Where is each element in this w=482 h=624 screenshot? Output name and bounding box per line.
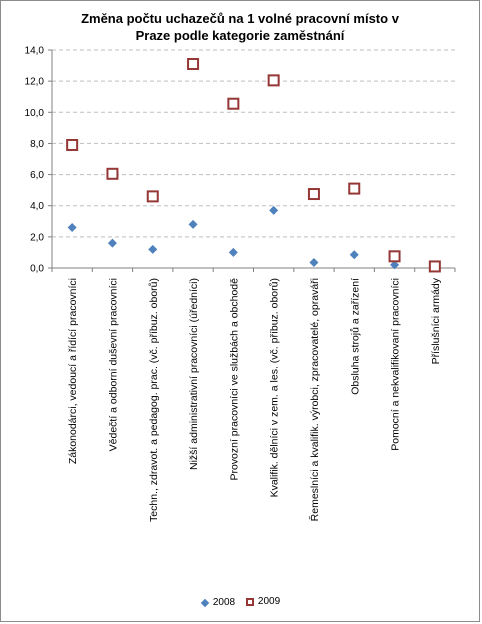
point-2009 <box>267 74 280 87</box>
point-2009 <box>187 58 200 71</box>
point-2009 <box>348 182 361 195</box>
point-2008 <box>269 205 279 215</box>
point-2009 <box>428 260 441 273</box>
point-2008 <box>107 238 117 248</box>
point-2008 <box>67 223 77 233</box>
x-category-label: Nižší administrativní pracovníci (úřední… <box>188 278 200 470</box>
point-2008 <box>148 244 158 254</box>
y-tick-label: 14,0 <box>25 46 45 57</box>
y-tick-label: 2,0 <box>30 232 44 243</box>
x-category-label: Provozní pracovníci ve službách a obchod… <box>228 278 240 481</box>
legend-marker-2009 <box>245 597 254 606</box>
legend-label-2008: 2008 <box>212 597 236 608</box>
y-tick-label: 6,0 <box>30 170 44 181</box>
x-category-label: Obsluha strojů a zařízení <box>349 278 361 395</box>
x-category-label: Příslušníci armády <box>430 277 442 364</box>
x-category-label: Řemeslníci a kvalifik. výrobci, zpracova… <box>308 278 321 521</box>
point-2009 <box>388 250 401 263</box>
legend-label-2009: 2009 <box>257 596 281 607</box>
legend-marker-2008 <box>200 598 210 607</box>
x-category-label: Techn., zdravot. a pedagog. prac. (vč. p… <box>148 278 160 522</box>
point-2008 <box>188 219 198 229</box>
chart-title-line-2: Praze podle kategorie zaměstnání <box>135 28 345 43</box>
plot-area: 0,0 2,0 4,0 6,0 8,0 10,0 12,0 14,0 Zákonodárci, … <box>25 46 456 522</box>
point-2008 <box>349 250 359 260</box>
point-2008 <box>228 247 238 257</box>
x-category-label: Kvalifik. dělníci v zem. a les. (vč. pří… <box>269 278 281 497</box>
y-tick-label: 12,0 <box>25 77 45 88</box>
legend-item-2009: 2009 <box>245 596 281 607</box>
chart-title: Změna počtu uchazečů na 1 volné pracovní… <box>20 10 460 44</box>
chart-title-line-1: Změna počtu uchazečů na 1 volné pracovní… <box>81 11 399 26</box>
legend: 2008 2009 <box>0 596 482 609</box>
y-tick-label: 4,0 <box>30 201 44 212</box>
point-2008 <box>390 260 400 270</box>
point-2009 <box>307 188 320 201</box>
y-tick-label: 8,0 <box>30 139 44 150</box>
point-2009 <box>66 138 79 151</box>
x-category-label: Zákonodárci, vedoucí a řídící pracovníci <box>67 278 79 464</box>
x-category-label: Pomocní a nekvalifikovaní pracovníci <box>390 278 402 451</box>
point-2008 <box>309 258 319 268</box>
legend-item-2008: 2008 <box>200 597 236 608</box>
x-category-label: Vědečtí a odborní duševní pracovníci <box>107 278 119 451</box>
y-tick-label: 0,0 <box>30 264 44 275</box>
point-2009 <box>106 167 119 180</box>
point-2009 <box>227 97 240 110</box>
point-2009 <box>146 190 159 203</box>
y-tick-label: 10,0 <box>25 108 45 119</box>
